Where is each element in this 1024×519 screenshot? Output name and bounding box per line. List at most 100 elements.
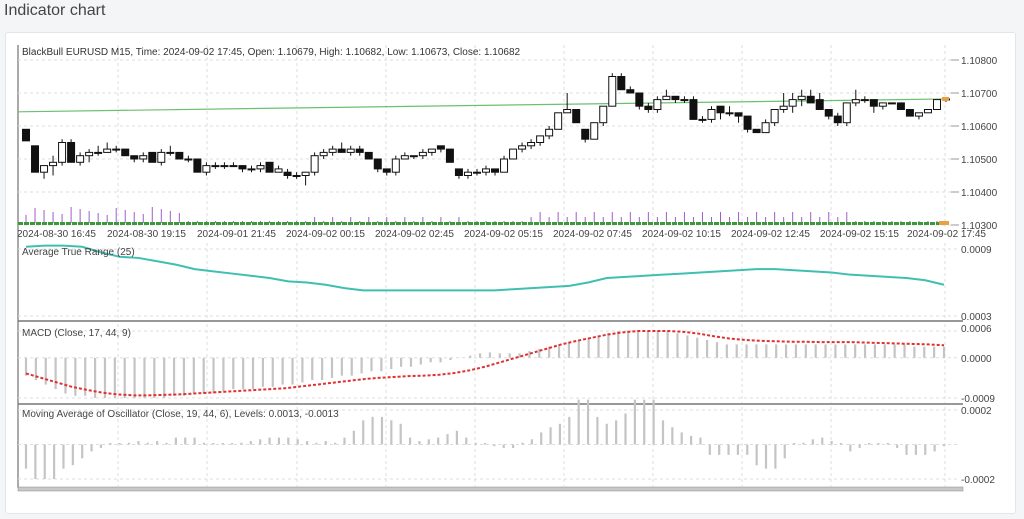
bullish-candle-body — [76, 155, 85, 163]
bullish-candle-body — [409, 155, 418, 158]
atr-axis-label: 0.0009 — [961, 245, 992, 256]
candlestick — [725, 106, 734, 117]
candlestick — [554, 112, 563, 130]
candlestick — [85, 149, 94, 163]
candlestick — [283, 168, 292, 179]
time-axis-label: 2024-09-02 00:15 — [286, 229, 365, 240]
candlestick — [563, 93, 572, 114]
bearish-candle-body — [581, 128, 590, 140]
candlestick — [427, 148, 436, 156]
bullish-candle-body — [788, 99, 797, 107]
candlestick — [418, 149, 427, 159]
candlestick — [869, 99, 878, 113]
bullish-candle-body — [680, 99, 689, 102]
candlestick — [797, 89, 806, 107]
candlestick — [788, 93, 797, 113]
candlestick — [40, 165, 49, 179]
bullish-candle-body — [725, 112, 734, 115]
candlestick — [76, 152, 85, 166]
candlestick — [518, 142, 527, 153]
bullish-candle-body — [400, 155, 409, 160]
candlestick — [400, 152, 409, 160]
bullish-candle-body — [779, 105, 788, 110]
candlestick — [292, 172, 301, 179]
bullish-candle-body — [878, 102, 887, 107]
candlestick — [49, 155, 58, 176]
bearish-candle-body — [626, 89, 635, 94]
bullish-candle-body — [463, 171, 472, 176]
candlestick — [653, 96, 662, 113]
bullish-candle-body — [500, 158, 509, 173]
osma-axis-label: -0.0002 — [961, 475, 995, 486]
bullish-candle-body — [220, 165, 229, 168]
candlestick — [500, 155, 509, 173]
candlestick — [211, 162, 220, 169]
candlestick — [896, 102, 905, 111]
bullish-candle-body — [211, 165, 220, 168]
candlestick — [67, 139, 76, 163]
bearish-candle-body — [148, 151, 157, 163]
bearish-candle-body — [175, 151, 184, 160]
bearish-candle-body — [67, 142, 76, 163]
candlestick — [319, 149, 328, 159]
time-axis-label: 2024-09-02 17:45 — [907, 229, 986, 240]
current-volume-marker — [939, 221, 949, 225]
time-axis-label: 2024-09-02 07:45 — [553, 229, 632, 240]
candlestick — [436, 145, 445, 153]
bullish-candle-body — [58, 142, 67, 163]
bullish-candle-body — [103, 148, 112, 153]
candlestick — [409, 155, 418, 159]
bullish-candle-body — [328, 148, 337, 153]
candlestick — [391, 155, 400, 176]
bullish-candle-body — [391, 158, 400, 173]
candlestick — [355, 145, 364, 156]
candlestick — [130, 155, 139, 163]
price-chart-title: BlackBull EURUSD M15, Time: 2024-09-02 1… — [22, 47, 521, 58]
bullish-candle-body — [94, 151, 103, 154]
candlestick — [310, 152, 319, 176]
candlestick — [103, 142, 112, 153]
candlestick — [590, 122, 599, 140]
candlestick — [599, 105, 608, 126]
bullish-candle-body — [554, 112, 563, 130]
candlestick — [373, 158, 382, 173]
candlestick — [148, 151, 157, 163]
candlestick — [860, 96, 869, 103]
bullish-candle-body — [418, 151, 427, 157]
bearish-candle-body — [689, 99, 698, 120]
candlestick — [878, 102, 887, 110]
time-axis-label: 2024-09-02 02:45 — [375, 229, 454, 240]
bullish-candle-body — [427, 148, 436, 153]
candlestick — [887, 102, 896, 105]
candlestick — [454, 168, 463, 179]
time-axis-label: 2024-09-02 12:45 — [731, 229, 810, 240]
bearish-candle-body — [382, 168, 391, 173]
bearish-candle-body — [734, 112, 743, 117]
candlestick — [94, 145, 103, 156]
candlestick — [229, 162, 238, 168]
bearish-candle-body — [833, 115, 842, 124]
candlestick — [779, 93, 788, 113]
bearish-candle-body — [671, 95, 680, 101]
candlestick — [491, 168, 500, 176]
bullish-candle-body — [157, 151, 166, 163]
candlestick — [22, 128, 30, 142]
bearish-candle-body — [896, 102, 905, 111]
macd-signal-line — [25, 330, 945, 397]
bullish-candle-body — [184, 158, 193, 161]
candlestick — [608, 73, 617, 107]
bearish-candle-body — [491, 168, 500, 173]
candlestick — [301, 171, 310, 186]
candlestick — [265, 161, 274, 173]
price-axis-label: 1.10300 — [961, 221, 998, 232]
bullish-candle-body — [472, 171, 481, 174]
candlestick — [851, 89, 860, 107]
bullish-candle-body — [923, 109, 932, 114]
indicator-chart[interactable]: 1.10800 1.10700 1.10600 1.10500 1.10400 1.103… — [6, 33, 1017, 515]
candlestick — [842, 102, 851, 126]
bullish-candle-body — [662, 95, 671, 101]
bearish-candle-body — [373, 158, 382, 170]
macd-title: MACD (Close, 17, 44, 9) — [22, 328, 131, 339]
bearish-candle-body — [743, 115, 752, 130]
bullish-candle-body — [518, 145, 527, 150]
